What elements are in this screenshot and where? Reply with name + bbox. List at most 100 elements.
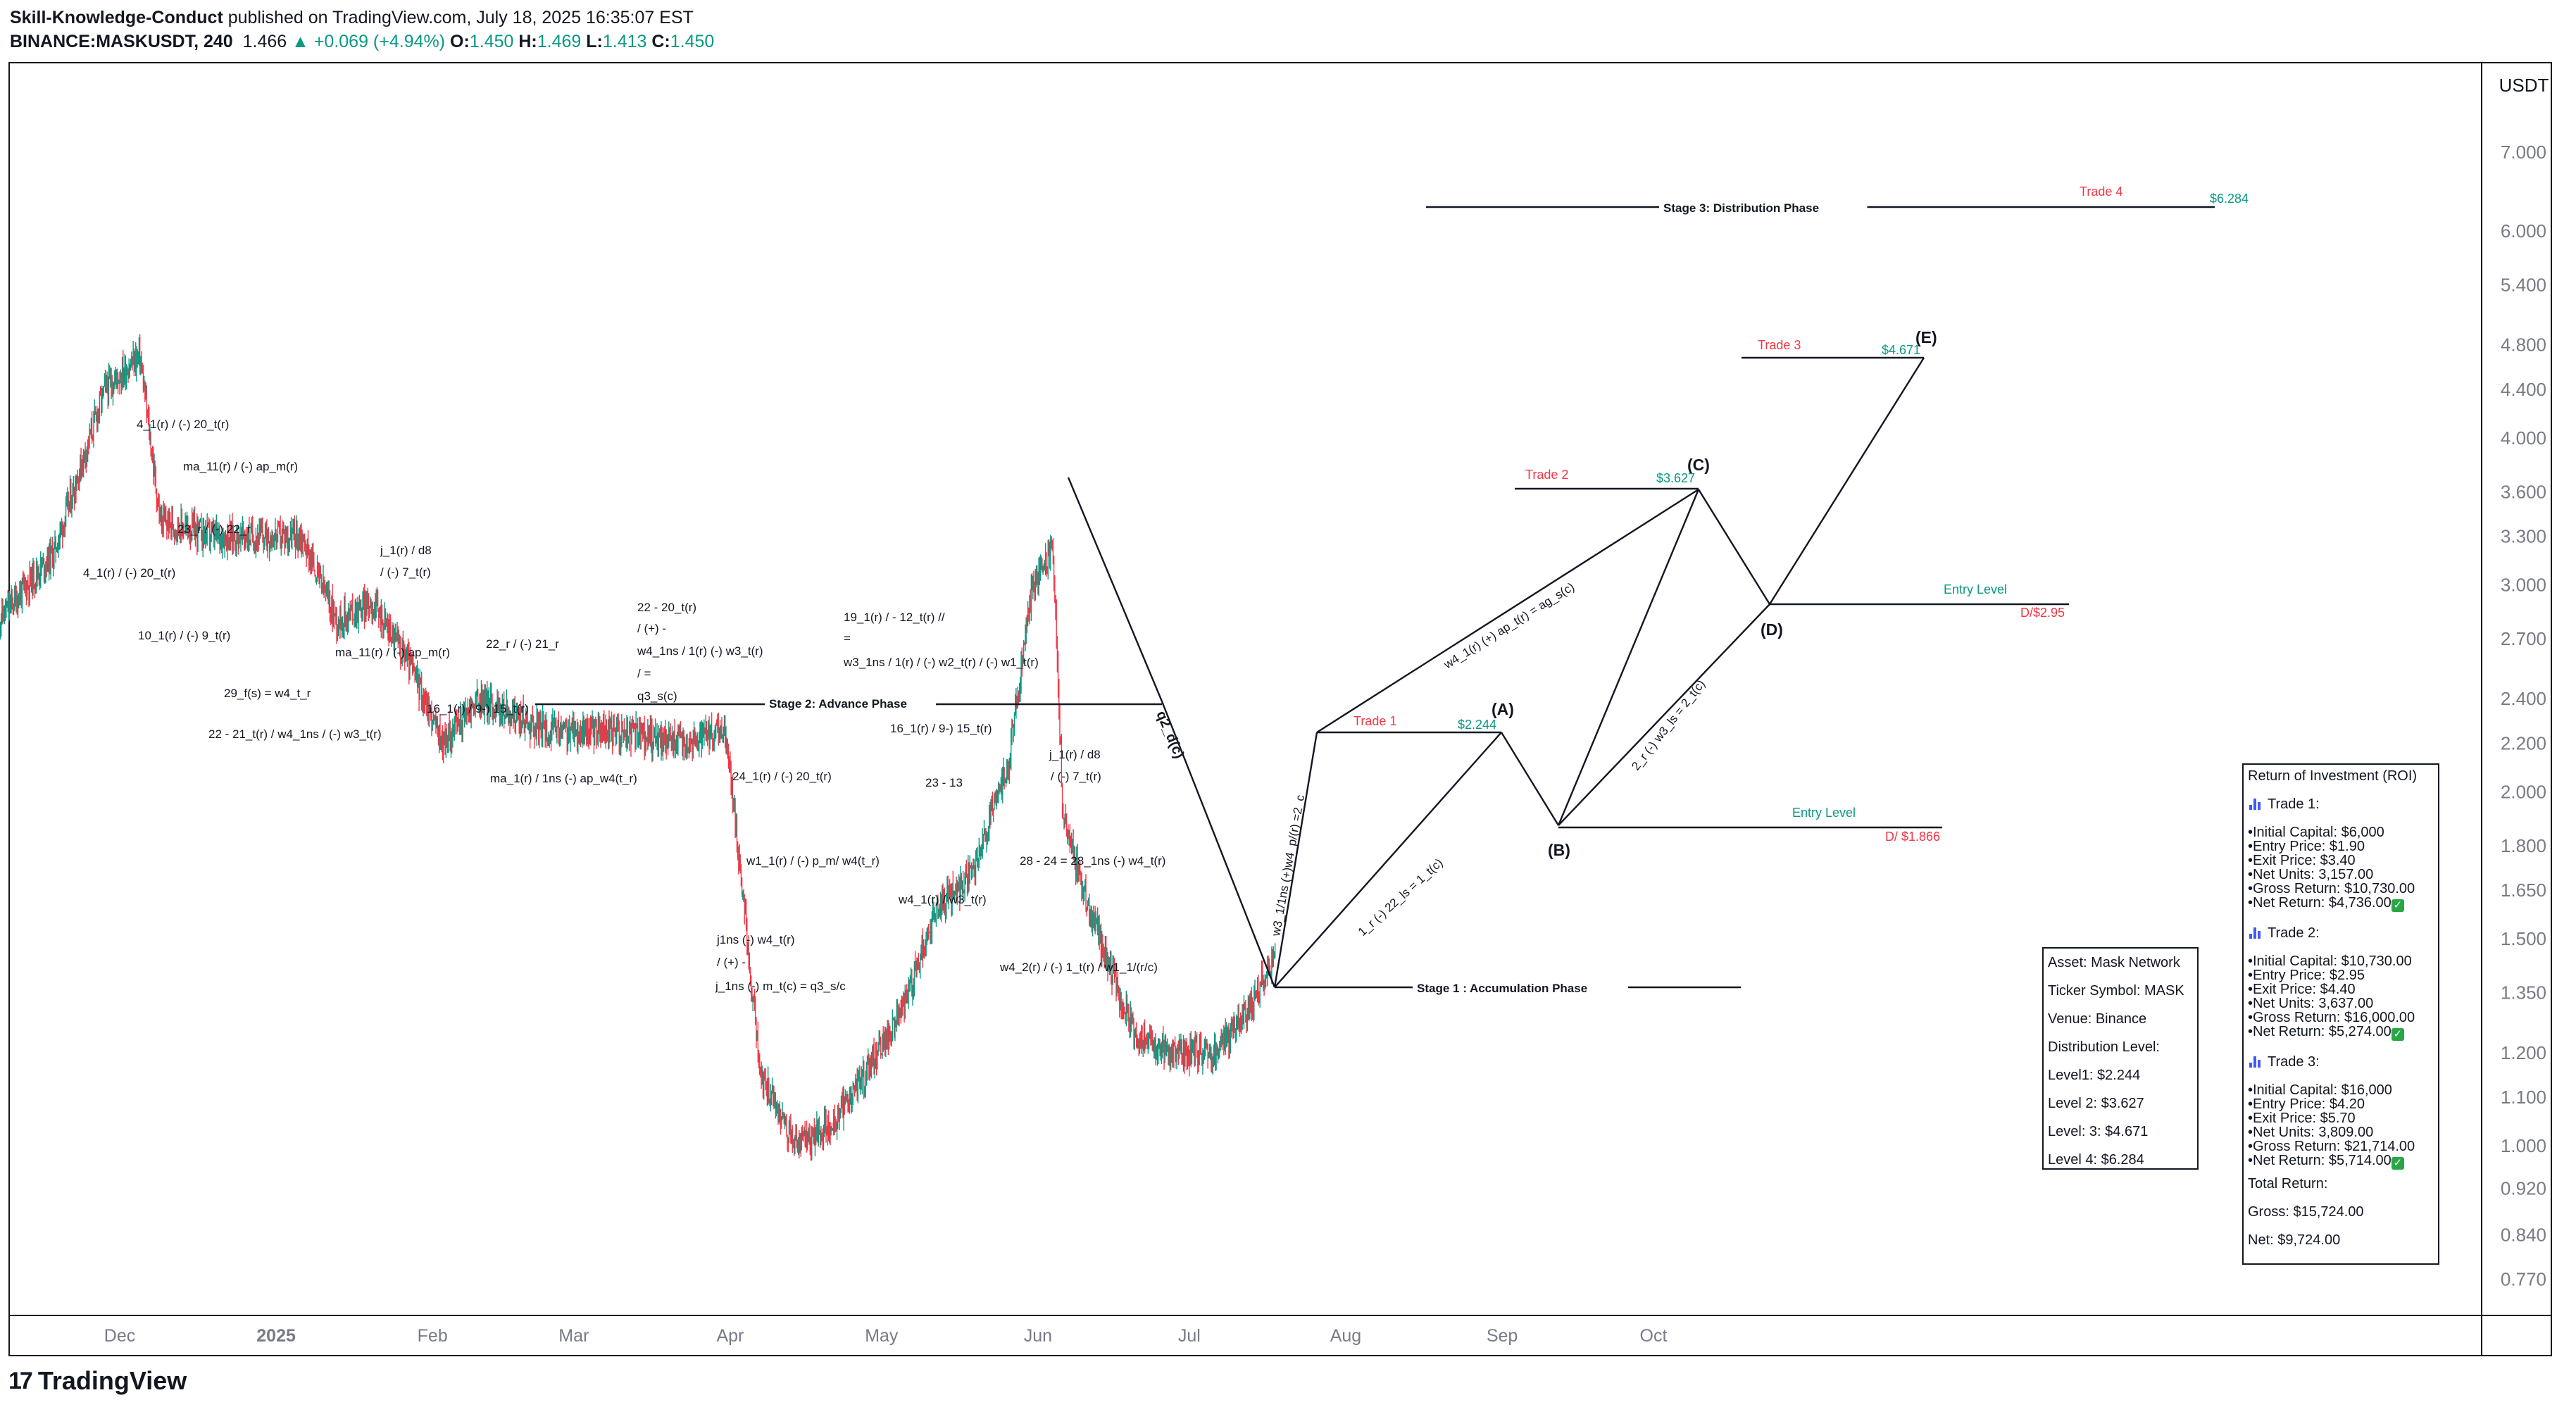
time-tick-label: Sep — [1487, 1326, 1518, 1346]
annotation-text: 2_r (-) w3_ls = 2_t(c) — [1629, 677, 1708, 773]
wave-line[interactable] — [1697, 489, 1771, 605]
price-tick-label: 1.350 — [2501, 982, 2546, 1003]
roi-line: •Entry Price: $1.90 — [2248, 839, 2365, 854]
wave-line[interactable] — [1161, 701, 1276, 988]
roi-line: •Gross Return: $21,714.00 — [2248, 1139, 2415, 1154]
annotation-text: = — [844, 632, 851, 645]
wave-line[interactable] — [1316, 488, 1699, 734]
trade-label[interactable]: Trade 1 — [1353, 714, 1396, 728]
price-tick-label: 2.200 — [2501, 732, 2546, 753]
wave-point-label[interactable]: (D) — [1761, 620, 1783, 639]
chart-frame[interactable] — [8, 62, 2552, 1356]
info-box[interactable]: Asset: Mask Network Ticker Symbol: MASK … — [2042, 947, 2199, 1170]
trade-label[interactable]: Trade 4 — [2080, 185, 2122, 199]
time-tick-label: May — [865, 1326, 899, 1346]
wave-line[interactable] — [1067, 477, 1163, 702]
info-line: Level1: $2.244 — [2048, 1068, 2141, 1083]
roi-box[interactable]: Return of Investment (ROI) Trade 1: •Ini… — [2242, 763, 2439, 1265]
tradingview-brand: TradingView — [37, 1366, 187, 1395]
phase-label[interactable]: Stage 2: Advance Phase — [769, 697, 907, 711]
roi-line: •Net Units: 3,157.00 — [2248, 867, 2374, 882]
time-tick-label: Feb — [418, 1326, 448, 1346]
info-line: Venue: Binance — [2048, 1011, 2147, 1027]
entry-level-value: D/ $1.866 — [1885, 830, 1940, 844]
price-tick-label: 4.000 — [2501, 427, 2546, 449]
wave-line[interactable] — [1558, 604, 1770, 826]
wave-point-label[interactable]: (B) — [1548, 841, 1570, 859]
trade-value: $4.671 — [1882, 343, 1920, 357]
annotation-text: w4_1(r) (+) ap_t(r) = ag_s(c) — [1441, 580, 1577, 672]
price-tick-label: 1.500 — [2501, 928, 2546, 949]
drawings[interactable]: Stage 1 : Accumulation Phase Stage 2: Adv… — [83, 185, 2249, 997]
entry-level-label[interactable]: Entry Level — [1792, 806, 1856, 820]
open-value: 1.450 — [469, 32, 514, 51]
trade-label[interactable]: Trade 3 — [1758, 338, 1801, 352]
annotation-text: 22_r / (-) 21_r — [486, 637, 559, 651]
price-tick-label: 0.770 — [2501, 1269, 2546, 1290]
info-line: Distribution Level: — [2048, 1039, 2160, 1055]
annotation-text: w4_2(r) / (-) 1_t(r) / w1_1/(r/c) — [999, 961, 1158, 974]
annotation-text: 4_1(r) / (-) 20_t(r) — [83, 566, 175, 580]
author-name[interactable]: Skill-Knowledge-Conduct — [10, 8, 223, 27]
wave-line[interactable] — [1557, 489, 1700, 826]
phase-label[interactable]: Stage 3: Distribution Phase — [1663, 201, 1819, 215]
last-price: 1.466 — [242, 32, 287, 51]
tradingview-footer[interactable]: 17 TradingView — [8, 1366, 187, 1396]
time-tick-label: Mar — [558, 1326, 589, 1346]
high-value: 1.469 — [537, 32, 582, 51]
trade-label[interactable]: Trade 2 — [1525, 468, 1568, 482]
phase-label[interactable]: Stage 1 : Accumulation Phase — [1417, 982, 1587, 995]
price-tick-label: 1.000 — [2501, 1135, 2546, 1156]
wave-point-label[interactable]: (E) — [1915, 328, 1937, 346]
trade-1-title: Trade 1: — [2268, 796, 2320, 812]
wave-line[interactable] — [1273, 732, 1318, 988]
price-tick-label: 7.000 — [2501, 142, 2546, 163]
price-tick-label: 2.000 — [2501, 781, 2546, 802]
bar-chart-icon — [2249, 927, 2261, 939]
annotation-text: 28 - 24 = 28_1ns (-) w4_t(r) — [1020, 854, 1165, 868]
entry-level-value: D/$2.95 — [2020, 606, 2065, 620]
wave-point-label[interactable]: (C) — [1687, 456, 1710, 474]
price-tick-label: 3.000 — [2501, 574, 2546, 595]
price-axis[interactable]: 7.000 6.000 5.400 4.800 4.400 4.000 3.600 3.300… — [2501, 142, 2546, 1289]
high-label: H: — [518, 32, 537, 51]
price-tick-label: 5.400 — [2501, 274, 2546, 295]
symbol-label[interactable]: BINANCE:MASKUSDT, 240 — [10, 32, 233, 51]
time-axis[interactable]: Dec 2025 Feb Mar Apr May Jun Jul Aug Sep Oct — [104, 1326, 1668, 1346]
annotation-text: j_1(r) / d8 — [380, 544, 432, 557]
info-line: Level 4: $6.284 — [2048, 1152, 2144, 1168]
annotation-text: 19_1(r) / - 12_t(r) // — [844, 611, 945, 624]
price-tick-label: 1.650 — [2501, 880, 2546, 901]
roi-line: •Initial Capital: $6,000 — [2248, 825, 2384, 840]
info-line: Level: 3: $4.671 — [2048, 1124, 2149, 1139]
wave-line[interactable] — [1274, 732, 1502, 988]
roi-line: •Entry Price: $2.95 — [2248, 968, 2365, 983]
annotation-text: 22 - 21_t(r) / w4_1ns / (-) w3_t(r) — [208, 727, 382, 741]
annotation-text: 1_r (-) 22_ls = 1_t(c) — [1356, 856, 1446, 938]
roi-line: •Gross Return: $16,000.00 — [2248, 1010, 2415, 1025]
phase-label-bg — [1659, 200, 1868, 217]
currency-label[interactable]: USDT — [2499, 75, 2549, 96]
wave-line[interactable] — [1500, 732, 1560, 826]
annotation-text: / (-) 7_t(r) — [380, 565, 431, 579]
time-tick-label: Aug — [1330, 1326, 1361, 1346]
info-line: Level 2: $3.627 — [2048, 1096, 2144, 1111]
price-tick-label: 6.000 — [2501, 220, 2546, 242]
phase-label-bg — [1413, 980, 1628, 997]
wave-line[interactable] — [1768, 357, 1925, 605]
chart-header: Skill-Knowledge-Conduct published on Tra… — [10, 6, 714, 54]
price-tick-label: 4.800 — [2501, 334, 2546, 356]
entry-level-label[interactable]: Entry Level — [1944, 582, 2007, 596]
info-line: Asset: Mask Network — [2048, 955, 2180, 970]
check-icon: ✓ — [2391, 1028, 2404, 1041]
total-return-label: Total Return: — [2248, 1176, 2328, 1192]
wave-point-label[interactable]: (A) — [1492, 700, 1514, 718]
annotation-text: 23_r / (-) 22_r — [177, 523, 251, 536]
price-tick-label: 2.400 — [2501, 688, 2546, 709]
roi-line: •Entry Price: $4.20 — [2248, 1096, 2365, 1112]
price-tick-label: 1.800 — [2501, 835, 2546, 856]
trade-value: $3.627 — [1656, 471, 1695, 485]
annotation-text: w4_1(r) / w3_t(r) — [898, 893, 987, 906]
annotation-text: ma_1(r) / 1ns (-) ap_w4(t_r) — [490, 772, 637, 785]
